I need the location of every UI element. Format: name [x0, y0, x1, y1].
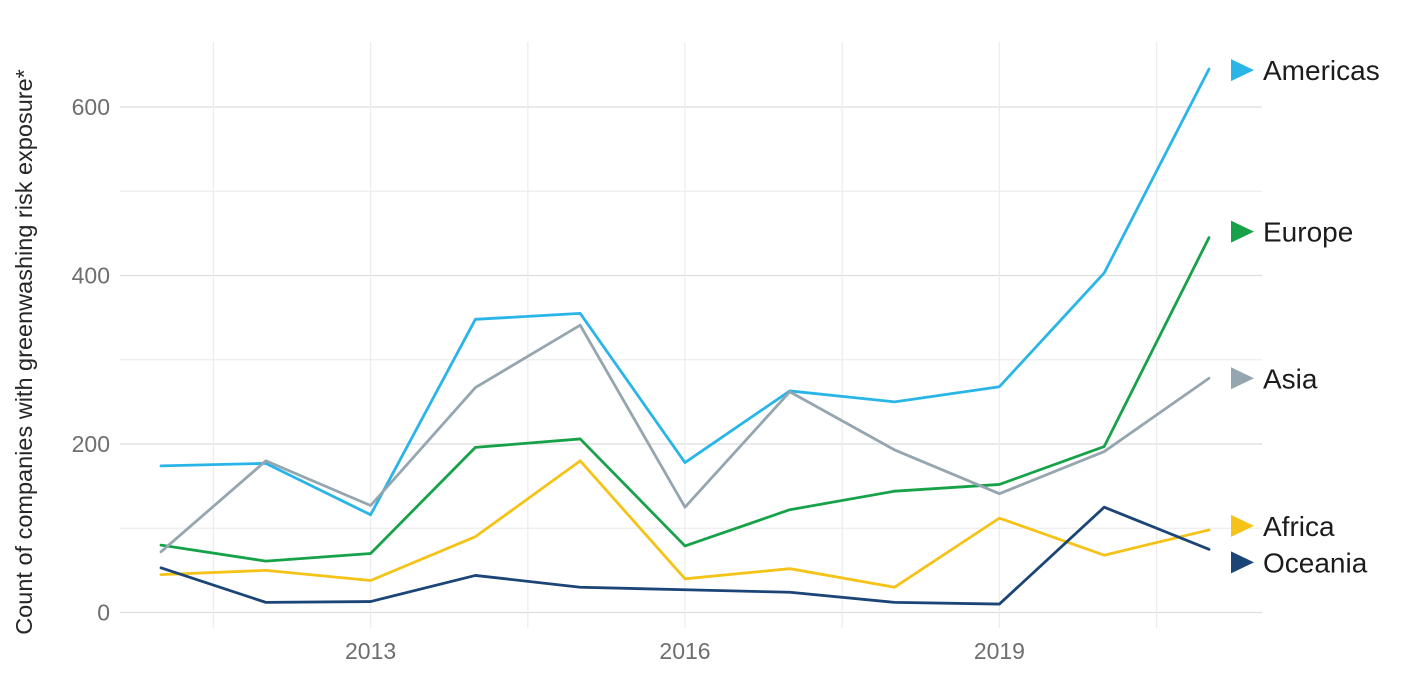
- series-line-africa: [159, 459, 1211, 589]
- legend-arrow-icon-americas: [1231, 59, 1254, 82]
- legend-arrow-icon-europe: [1231, 220, 1254, 243]
- legend-label-africa: Africa: [1263, 511, 1335, 542]
- y-tick-label: 600: [72, 94, 110, 120]
- y-tick-label: 400: [72, 263, 110, 289]
- series-line-europe: [159, 236, 1211, 563]
- legend-arrow-icon-oceania: [1231, 551, 1254, 574]
- y-axis-label: Count of companies with greenwashing ris…: [11, 69, 37, 635]
- y-tick-label: 0: [97, 600, 110, 626]
- x-tick-label: 2016: [659, 638, 710, 664]
- series-line-asia: [159, 323, 1211, 554]
- legend-label-americas: Americas: [1263, 55, 1380, 86]
- legend-label-oceania: Oceania: [1263, 547, 1368, 578]
- legend-arrow-icon-asia: [1231, 367, 1254, 390]
- series-line-americas: [159, 67, 1211, 517]
- series-line-oceania: [159, 505, 1211, 606]
- x-tick-label: 2019: [974, 638, 1025, 664]
- y-tick-label: 200: [72, 431, 110, 457]
- legend-label-asia: Asia: [1263, 363, 1318, 394]
- legend-arrow-icon-africa: [1231, 514, 1254, 537]
- legend-label-europe: Europe: [1263, 217, 1353, 248]
- x-tick-label: 2013: [345, 638, 396, 664]
